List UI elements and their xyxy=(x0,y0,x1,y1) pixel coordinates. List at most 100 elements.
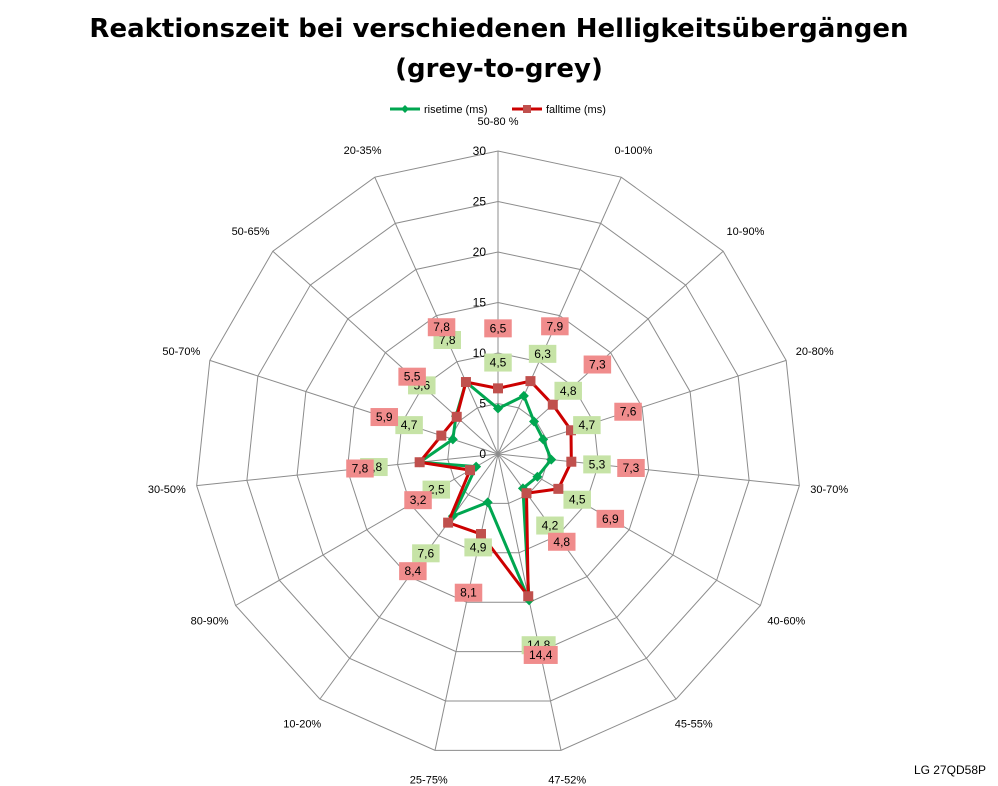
category-label: 50-65% xyxy=(232,226,270,238)
data-label-box xyxy=(536,516,564,535)
category-label: 80-90% xyxy=(191,616,229,628)
data-label: 4,5 xyxy=(569,493,586,507)
data-label-box xyxy=(484,353,512,372)
falltime-marker xyxy=(566,425,577,436)
radial-axis-ticks: 0 5 10 15 20 25 30 xyxy=(473,144,487,461)
data-label: 3,2 xyxy=(410,493,427,507)
data-label: 4,5 xyxy=(490,356,507,370)
data-label-box xyxy=(399,562,427,581)
falltime-marker xyxy=(525,376,536,387)
data-label: 4,2 xyxy=(542,519,559,533)
grid-spoke xyxy=(235,453,499,606)
falltime-marker xyxy=(436,430,447,441)
grid-spoke xyxy=(497,453,761,606)
data-label: 7,8 xyxy=(439,333,456,347)
data-label: 7,3 xyxy=(589,358,606,372)
data-label: 4,8 xyxy=(560,384,577,398)
data-label-box xyxy=(395,416,423,435)
data-label-box xyxy=(427,318,456,337)
data-label-box xyxy=(454,583,483,602)
risetime-marker xyxy=(529,416,540,427)
falltime-marker xyxy=(460,377,471,388)
falltime-marker xyxy=(414,457,425,468)
data-label: 14,4 xyxy=(529,648,553,662)
data-label-box xyxy=(614,402,642,421)
data-label: 4,7 xyxy=(401,418,418,432)
axis-tick-label: 30 xyxy=(473,144,487,158)
data-label-box xyxy=(464,538,492,557)
category-label: 20-80% xyxy=(796,346,834,358)
data-label: 8,4 xyxy=(405,564,422,578)
risetime-marker xyxy=(546,454,557,465)
data-label: 4,7 xyxy=(579,418,596,432)
data-label-box xyxy=(583,455,611,474)
series-line xyxy=(418,379,573,598)
falltime-marker xyxy=(475,529,486,540)
category-label: 0-100% xyxy=(614,145,652,157)
grid-ring xyxy=(246,200,750,702)
data-label-box xyxy=(617,458,645,477)
data-label: 7,8 xyxy=(433,320,450,334)
data-label: 5,5 xyxy=(404,370,421,384)
legend: risetime (ms) falltime (ms) xyxy=(390,104,606,116)
data-label: 2,5 xyxy=(428,483,445,497)
chart-subtitle: (grey-to-grey) xyxy=(395,54,603,84)
grid-ring xyxy=(196,150,800,751)
data-label-box xyxy=(596,509,625,528)
falltime-marker xyxy=(547,399,558,410)
falltime-marker xyxy=(465,465,476,476)
data-label: 7,3 xyxy=(623,461,640,475)
data-label: 5,3 xyxy=(589,457,606,471)
axis-tick-label: 5 xyxy=(479,397,486,411)
category-label: 47-52% xyxy=(548,775,586,786)
category-label: 10-20% xyxy=(283,718,321,730)
data-label-box xyxy=(563,490,591,509)
category-label: 20-35% xyxy=(344,145,382,157)
series-line xyxy=(418,380,553,602)
category-label: 30-70% xyxy=(810,484,848,496)
risetime-marker xyxy=(538,434,549,445)
footer-model-label: LG 27QD58P xyxy=(913,763,986,777)
risetime-marker xyxy=(518,390,529,401)
category-label: 50-80 % xyxy=(478,116,519,128)
data-label: 7,8 xyxy=(352,462,369,476)
data-label: 8,1 xyxy=(460,586,477,600)
category-label: 25-75% xyxy=(410,775,448,786)
data-labels: 4,56,34,84,75,34,54,214,84,97,62,57,84,7… xyxy=(346,317,645,664)
falltime-marker xyxy=(566,456,577,467)
data-label-box xyxy=(412,544,440,563)
axis-tick-label: 20 xyxy=(473,245,487,259)
falltime-marker xyxy=(521,488,532,499)
data-label-box xyxy=(528,344,557,363)
data-label: 7,6 xyxy=(620,405,637,419)
data-label: 7,9 xyxy=(547,319,564,333)
category-label: 45-55% xyxy=(675,718,713,730)
legend-label: falltime (ms) xyxy=(546,104,606,116)
falltime-marker xyxy=(451,411,462,422)
grid-ring xyxy=(346,301,650,603)
category-label: 10-90% xyxy=(727,226,765,238)
data-label-box xyxy=(346,459,374,478)
grid-ring xyxy=(397,352,599,554)
legend-marker xyxy=(523,105,531,113)
falltime-marker xyxy=(553,483,564,494)
risetime-marker xyxy=(482,497,493,508)
grid-spoke xyxy=(374,176,499,455)
axis-tick-label: 15 xyxy=(473,296,487,310)
data-series xyxy=(414,376,577,606)
data-label-box xyxy=(484,319,512,338)
data-label-box xyxy=(548,532,576,551)
data-label: 5,9 xyxy=(376,410,393,424)
legend-marker xyxy=(401,105,409,113)
data-label-box xyxy=(404,491,432,510)
data-label-box xyxy=(554,381,582,400)
falltime-marker xyxy=(443,517,454,528)
chart-title: Reaktionszeit bei verschiedenen Helligke… xyxy=(89,14,909,44)
grid-ring xyxy=(296,251,700,653)
grid-spoke xyxy=(497,176,622,455)
data-label: 4,8 xyxy=(553,535,570,549)
legend-label: risetime (ms) xyxy=(424,104,488,116)
category-label: 30-50% xyxy=(148,484,186,496)
risetime-marker xyxy=(447,434,458,445)
data-label-box xyxy=(541,317,569,336)
